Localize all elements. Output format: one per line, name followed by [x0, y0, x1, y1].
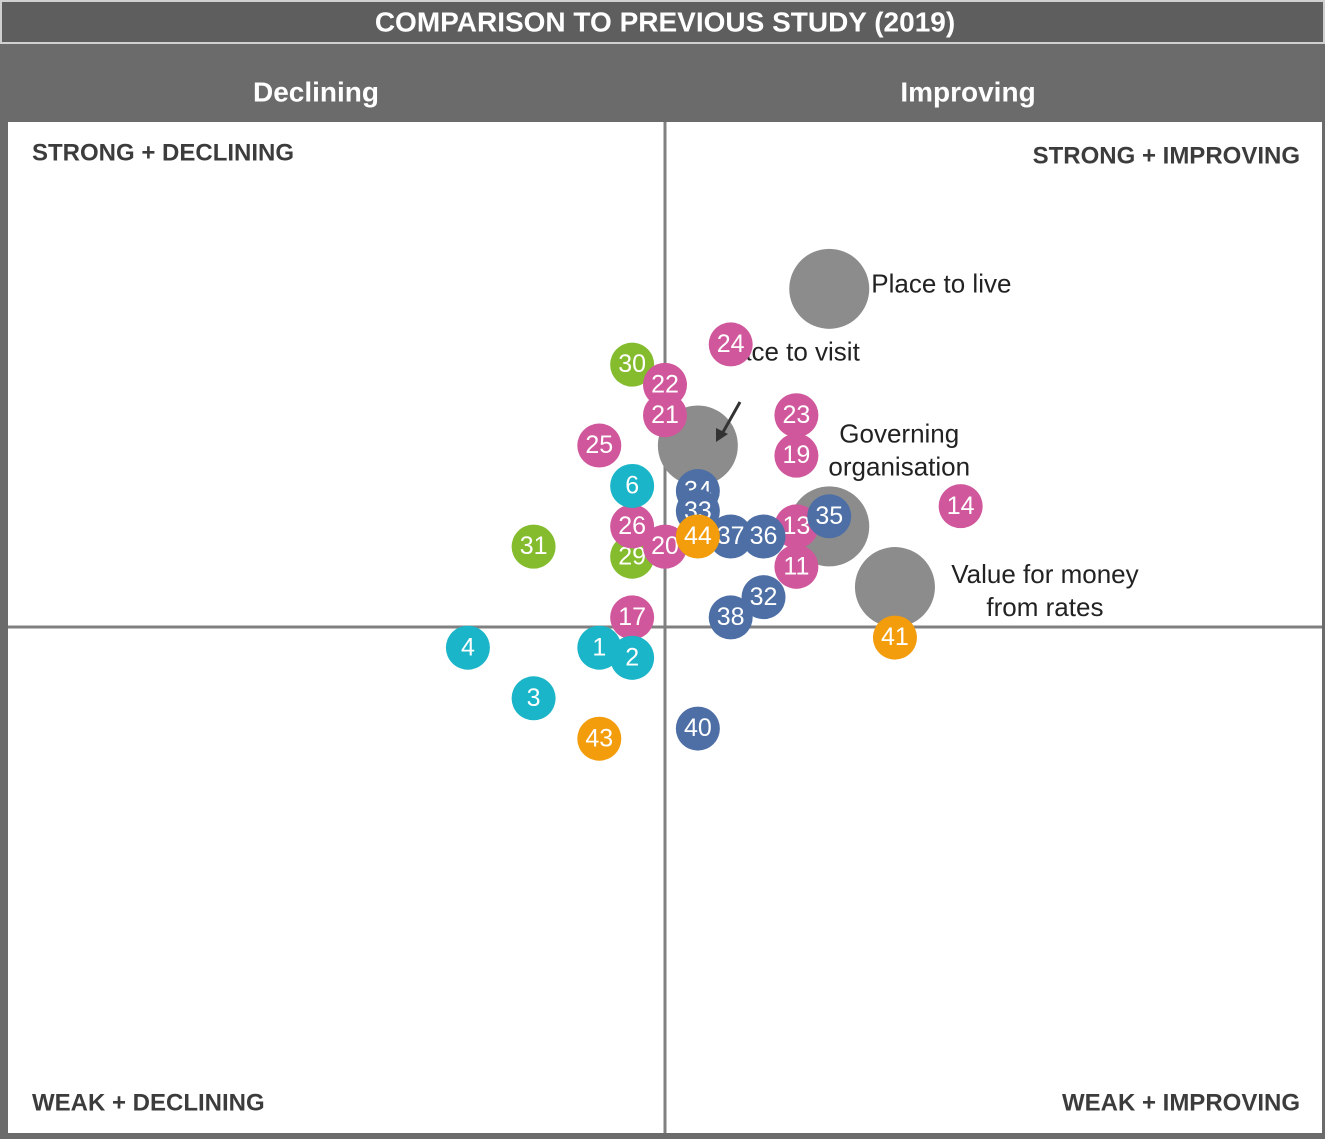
bubble	[511, 676, 556, 721]
chart-title: COMPARISON TO PREVIOUS STUDY (2019)	[375, 6, 955, 37]
bubble	[577, 423, 622, 468]
bubble-label: 25	[585, 431, 613, 459]
bubble	[610, 504, 655, 549]
bubble-label: 6	[625, 472, 639, 500]
column-header: Improving	[900, 76, 1035, 107]
bubble-label: 43	[585, 724, 613, 752]
bubble	[741, 575, 786, 620]
bubble	[675, 514, 720, 559]
bubble	[675, 706, 720, 751]
bubble-label: 37	[717, 522, 745, 550]
quadrant-label: STRONG + DECLINING	[32, 139, 294, 166]
bubble-label: 35	[815, 502, 843, 530]
bubble	[789, 248, 870, 329]
bubble-label: 44	[684, 522, 712, 550]
bubble	[577, 716, 622, 761]
bubble-label: Value for money	[951, 559, 1138, 589]
bubble	[610, 463, 655, 508]
bubble	[445, 625, 490, 670]
bubble	[774, 433, 819, 478]
bubble-label: 2	[625, 643, 639, 671]
title-bar	[0, 0, 1325, 44]
bubble-label: Place to live	[871, 269, 1011, 299]
bubble	[774, 544, 819, 589]
bubble	[708, 322, 753, 367]
bubble-label: 31	[520, 532, 548, 560]
bubble-label: 14	[947, 492, 975, 520]
bubble	[741, 514, 786, 559]
bubble-label: 13	[782, 512, 810, 540]
bubble-label: organisation	[828, 451, 970, 481]
bubble-label: 21	[651, 401, 679, 429]
bubble	[511, 524, 556, 569]
bubble-label: 4	[461, 633, 475, 661]
bubble-label: 41	[881, 623, 909, 651]
bubble-label: 24	[717, 330, 745, 358]
bubble-label: 38	[717, 603, 745, 631]
column-header: Declining	[253, 76, 379, 107]
bubble-label: 26	[618, 512, 646, 540]
bubble-label: from rates	[986, 592, 1103, 622]
bubble-label: 17	[618, 603, 646, 631]
annotation-arrow	[720, 401, 742, 435]
bubble-label: 23	[782, 401, 810, 429]
bubble-label: 36	[750, 522, 778, 550]
bubble	[708, 595, 753, 640]
quadrant-label: WEAK + IMPROVING	[1062, 1089, 1300, 1116]
bubble	[872, 615, 917, 660]
bubble-label: 32	[750, 583, 778, 611]
bubble-label: Governing	[839, 418, 959, 448]
bubble-label: 20	[651, 532, 679, 560]
bubble	[938, 484, 983, 529]
bubble-label: 1	[592, 633, 606, 661]
bubble-label: 19	[782, 441, 810, 469]
quadrant-label: WEAK + DECLINING	[32, 1089, 265, 1116]
bubble-label: 3	[527, 684, 541, 712]
bubble-label: 30	[618, 350, 646, 378]
bubble	[643, 362, 687, 407]
bubble	[610, 635, 655, 680]
bubble-label: 11	[783, 552, 809, 580]
bubble	[708, 514, 753, 559]
bubble-label: 40	[684, 714, 712, 742]
annotation-arrowhead	[716, 428, 728, 442]
bubble	[610, 595, 655, 640]
bubble	[774, 393, 819, 438]
bubble	[807, 494, 852, 539]
quadrant-label: STRONG + IMPROVING	[1033, 142, 1300, 169]
bubble	[854, 547, 935, 628]
bubble	[643, 393, 687, 438]
bubble	[610, 342, 655, 387]
